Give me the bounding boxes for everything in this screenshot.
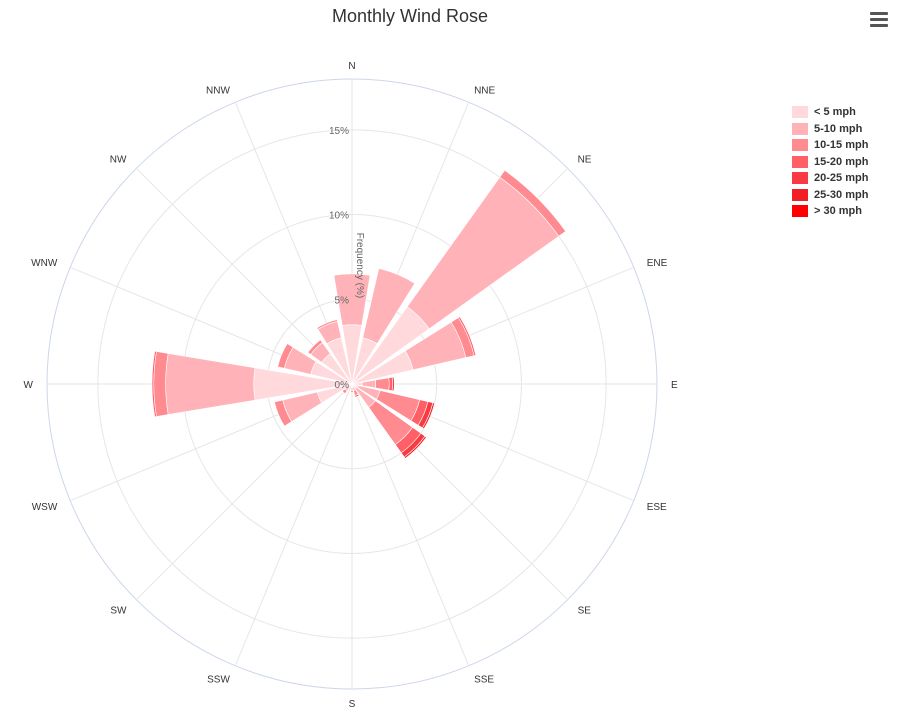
grid-spoke <box>235 384 352 666</box>
legend-swatch <box>792 123 808 135</box>
legend-swatch <box>792 106 808 118</box>
radial-axis-label: Frequency (%) <box>354 233 365 299</box>
wind-bar-W-1[interactable] <box>166 353 255 414</box>
legend: < 5 mph 5-10 mph 10-15 mph 15-20 mph 20-25 m… <box>792 104 868 220</box>
direction-label-ENE: ENE <box>647 258 668 269</box>
legend-item[interactable]: 5-10 mph <box>792 121 868 138</box>
legend-item[interactable]: 15-20 mph <box>792 154 868 171</box>
legend-label: > 30 mph <box>814 205 862 217</box>
direction-label-WSW: WSW <box>32 502 58 513</box>
legend-item[interactable]: 25-30 mph <box>792 187 868 204</box>
direction-label-N: N <box>348 61 355 72</box>
legend-item[interactable]: 20-25 mph <box>792 170 868 187</box>
wind-bar-S-1[interactable] <box>351 387 353 390</box>
wind-bar-E-2[interactable] <box>375 378 389 390</box>
legend-label: 25-30 mph <box>814 189 868 201</box>
legend-swatch <box>792 189 808 201</box>
direction-label-SSE: SSE <box>474 675 494 686</box>
radial-tick-label: 15% <box>329 126 349 137</box>
legend-label: 10-15 mph <box>814 139 868 151</box>
radial-tick-label: 10% <box>329 211 349 222</box>
wind-bar-S-2[interactable] <box>351 391 354 393</box>
radial-tick-label: 5% <box>335 295 350 306</box>
legend-label: < 5 mph <box>814 106 856 118</box>
legend-item[interactable]: < 5 mph <box>792 104 868 121</box>
radial-tick-label: 0% <box>335 380 350 391</box>
legend-label: 5-10 mph <box>814 123 862 135</box>
direction-label-WNW: WNW <box>31 258 58 269</box>
legend-item[interactable]: 10-15 mph <box>792 137 868 154</box>
direction-label-SE: SE <box>578 606 592 617</box>
legend-swatch <box>792 139 808 151</box>
direction-label-NNW: NNW <box>206 85 230 96</box>
legend-item[interactable]: > 30 mph <box>792 203 868 220</box>
wind-bars <box>152 170 566 458</box>
legend-swatch <box>792 156 808 168</box>
direction-label-ESE: ESE <box>647 502 667 513</box>
wind-bar-E-4[interactable] <box>392 377 394 391</box>
direction-label-NE: NE <box>578 154 592 165</box>
legend-label: 20-25 mph <box>814 172 868 184</box>
direction-label-SW: SW <box>110 606 127 617</box>
direction-label-SSW: SSW <box>207 675 230 686</box>
legend-label: 15-20 mph <box>814 156 868 168</box>
legend-swatch <box>792 205 808 217</box>
direction-label-NW: NW <box>110 154 127 165</box>
direction-label-W: W <box>24 380 34 391</box>
direction-label-NNE: NNE <box>474 85 495 96</box>
grid-spoke <box>136 384 352 600</box>
direction-label-E: E <box>671 380 678 391</box>
wind-bar-E-3[interactable] <box>389 377 393 390</box>
legend-swatch <box>792 172 808 184</box>
direction-label-S: S <box>349 699 356 710</box>
